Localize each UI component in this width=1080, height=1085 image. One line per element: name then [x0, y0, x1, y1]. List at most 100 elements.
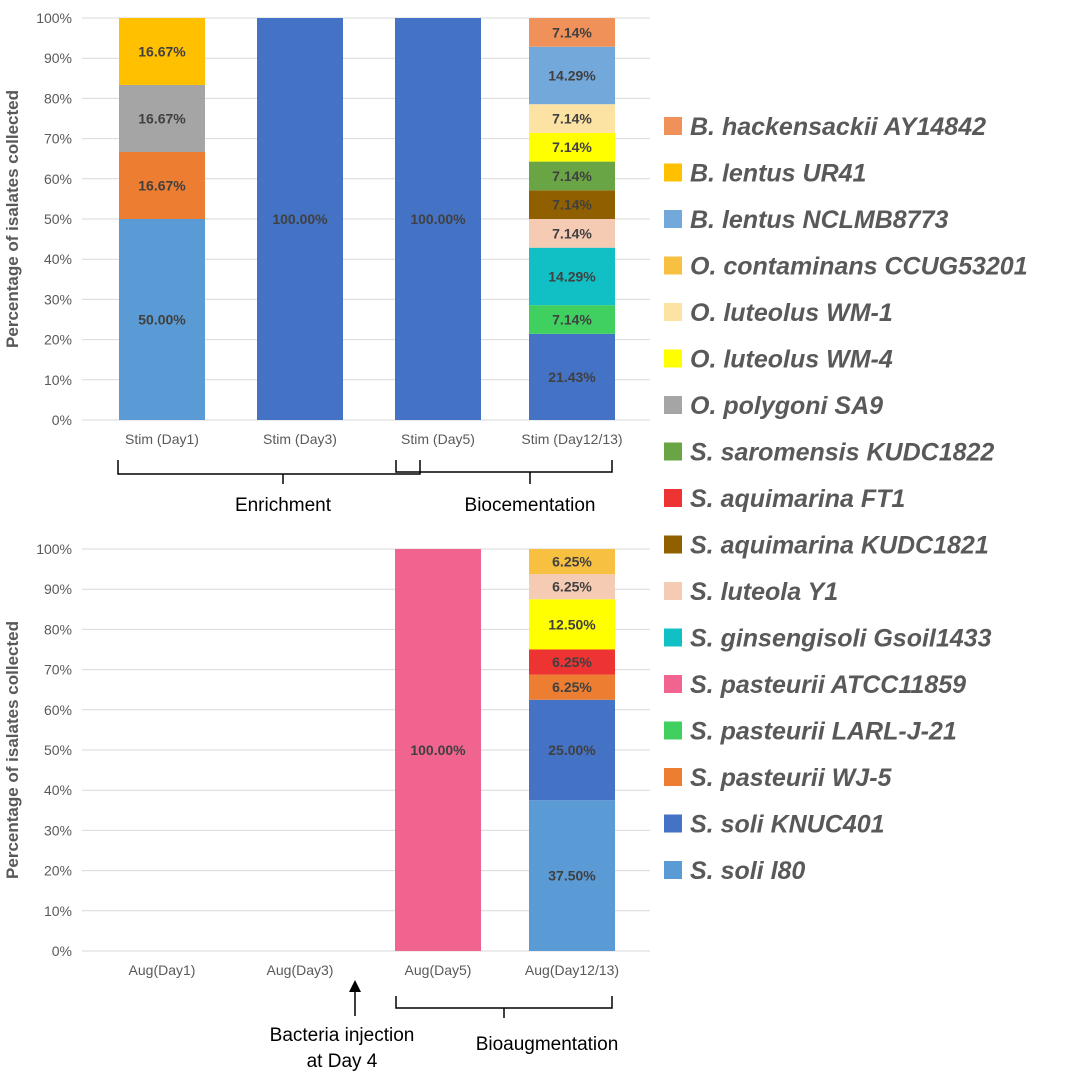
y-tick-label: 50%	[44, 742, 72, 758]
biocementation-bracket	[395, 460, 613, 473]
data-label: 14.29%	[548, 67, 596, 83]
data-label: 7.14%	[552, 312, 592, 328]
legend-entry: B. hackensackii AY14842	[690, 113, 986, 141]
legend-entry: O. contaminans CCUG53201	[690, 253, 1028, 281]
biocementation-label: Biocementation	[465, 495, 596, 516]
y-tick-label: 40%	[44, 782, 72, 798]
data-label: 6.25%	[552, 579, 592, 595]
legend-swatch	[664, 768, 682, 786]
bar-segment	[529, 599, 615, 650]
x-category-label: Stim (Day3)	[263, 431, 337, 447]
legend-swatch	[664, 349, 682, 368]
y-tick-label: 50%	[44, 211, 72, 227]
bar-segment	[395, 549, 481, 951]
legend-swatch	[664, 117, 682, 135]
bar-segment	[529, 333, 615, 420]
chart-panel-1: 0% 10% 20% 30% 40% 50% 60% 70% 80% 90% 100% Percent…	[3, 10, 650, 447]
legend-swatch	[664, 396, 682, 414]
bar-segment	[119, 84, 205, 152]
injection-label-line1: Bacteria injection	[270, 1025, 415, 1046]
x-category-label: Stim (Day5)	[401, 431, 475, 447]
legend-entry: S. aquimarina FT1	[690, 485, 905, 513]
y-tick-label: 0%	[52, 412, 72, 428]
data-label: 50.00%	[138, 312, 186, 328]
legend-entry: O. polygoni SA9	[690, 392, 883, 420]
bar-segment	[529, 649, 615, 675]
legend-entry: S. luteola Y1	[690, 578, 838, 606]
legend-entry: S. aquimarina KUDC1821	[690, 532, 989, 560]
data-label: 100.00%	[410, 742, 466, 758]
data-label: 16.67%	[138, 110, 186, 126]
bar-segment	[529, 305, 615, 334]
bar-segment	[119, 17, 205, 85]
legend-entry: O. luteolus WM-4	[690, 346, 893, 374]
data-label: 6.25%	[552, 554, 592, 570]
y-tick-label: 90%	[44, 50, 72, 66]
legend-swatch	[664, 535, 682, 554]
data-label: 100.00%	[272, 211, 328, 227]
bioaugmentation-label: Bioaugmentation	[476, 1034, 619, 1055]
y-axis-label: Percentage of isalates collected	[3, 621, 22, 879]
bar-segment	[529, 674, 615, 700]
y-tick-label: 30%	[44, 291, 72, 307]
legend: B. hackensackii AY14842 B. lentus UR41 B. …	[664, 113, 1028, 885]
data-label: 7.14%	[552, 197, 592, 213]
legend-swatch	[664, 721, 682, 740]
y-tick-label: 70%	[44, 662, 72, 678]
data-label: 7.14%	[552, 225, 592, 241]
legend-entry: S. soli l80	[690, 857, 805, 885]
y-tick-label: 90%	[44, 581, 72, 597]
data-label: 21.43%	[548, 369, 596, 385]
x-category-label: Aug(Day5)	[405, 962, 472, 978]
data-label: 16.67%	[138, 43, 186, 59]
legend-entry: S. saromensis KUDC1822	[690, 439, 994, 467]
data-label: 16.67%	[138, 177, 186, 193]
legend-swatch	[664, 210, 682, 228]
bar-segment	[529, 699, 615, 801]
y-tick-label: 10%	[44, 903, 72, 919]
data-label: 25.00%	[548, 742, 596, 758]
bioaugmentation-bracket	[395, 996, 613, 1009]
data-label: 7.14%	[552, 168, 592, 184]
bar-segment	[529, 190, 615, 219]
y-tick-label: 80%	[44, 90, 72, 106]
y-tick-label: 100%	[36, 10, 72, 26]
legend-swatch	[664, 303, 682, 321]
legend-swatch	[664, 582, 682, 600]
y-tick-label: 40%	[44, 251, 72, 267]
legend-entry: S. ginsengisoli Gsoil1433	[690, 625, 992, 653]
x-category-label: Aug(Day3)	[267, 962, 334, 978]
y-tick-label: 60%	[44, 171, 72, 187]
data-label: 37.50%	[548, 868, 596, 884]
data-label: 100.00%	[410, 211, 466, 227]
data-label: 6.25%	[552, 654, 592, 670]
injection-label-line2: at Day 4	[307, 1051, 378, 1072]
bar-segment	[529, 132, 615, 162]
legend-entry: S. pasteurii LARL-J-21	[690, 718, 957, 746]
legend-swatch	[664, 489, 682, 507]
legend-swatch	[664, 628, 682, 647]
bar-segment	[529, 800, 615, 951]
data-label: 14.29%	[548, 268, 596, 284]
bar-segment	[119, 219, 205, 420]
bar-segment	[529, 46, 615, 105]
data-label: 12.50%	[548, 616, 596, 632]
legend-swatch	[664, 814, 682, 833]
data-label: 6.25%	[552, 679, 592, 695]
bar-segment	[395, 18, 481, 420]
y-tick-label: 60%	[44, 702, 72, 718]
bar-segment	[529, 549, 615, 575]
bar-segment	[529, 104, 615, 133]
bar-segment	[529, 574, 615, 600]
x-category-label: Aug(Day1)	[129, 962, 196, 978]
legend-swatch	[664, 861, 682, 879]
y-tick-label: 70%	[44, 131, 72, 147]
y-tick-label: 20%	[44, 332, 72, 348]
chart-panel-2: 0% 10% 20% 30% 40% 50% 60% 70% 80% 90% 100% Percent…	[3, 541, 650, 978]
bar-segment	[529, 247, 615, 306]
y-tick-label: 100%	[36, 541, 72, 557]
injection-arrow-head	[349, 980, 361, 992]
data-label: 7.14%	[552, 139, 592, 155]
